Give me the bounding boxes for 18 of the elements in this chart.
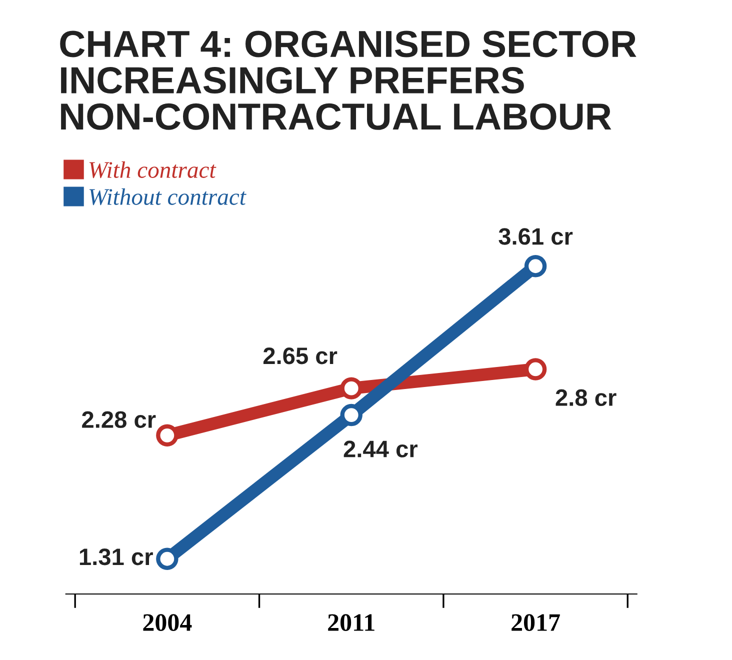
data-label: 2.28 cr (82, 411, 156, 428)
point (524, 255, 547, 278)
x-tick-label: 2004 (143, 614, 192, 632)
legend-label: Without contract (89, 188, 246, 206)
legend-label: With contract (89, 161, 216, 178)
point (340, 377, 362, 400)
x-tick-label: 2017 (512, 614, 560, 632)
data-label: 2.8 cr (556, 389, 616, 406)
data-label: 1.31 cr (80, 548, 153, 566)
point (340, 404, 362, 426)
data-label: 3.61 cr (498, 228, 573, 245)
point (156, 548, 178, 570)
data-label: 2.44 cr (344, 440, 418, 458)
chart-title: CHART 4: ORGANISED SECTOR INCREASINGLY PREFERS NON-CONTRACTUAL LABOUR (60, 30, 636, 130)
point (524, 358, 547, 380)
x-tick-label: 2011 (328, 614, 374, 632)
data-label: 2.65 cr (263, 347, 338, 364)
point (156, 424, 178, 447)
